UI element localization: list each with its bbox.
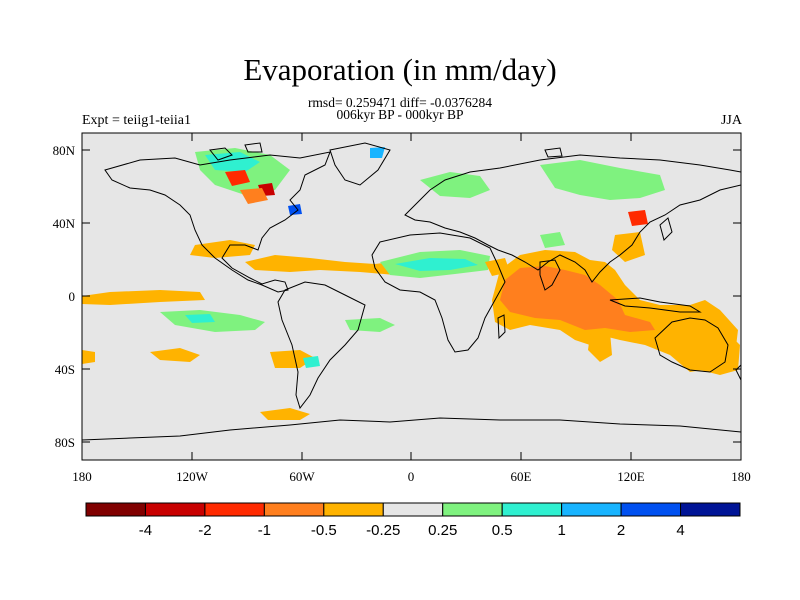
colorbar-swatch	[442, 502, 503, 517]
stats-line: rmsd= 0.259471 diff= -0.0376284	[307, 95, 493, 110]
australia-coast	[654, 317, 729, 373]
siberia-green	[540, 160, 665, 200]
period-line: 006kyr BP - 000kyr BP	[336, 107, 464, 122]
lon-tick-label: 120E	[617, 469, 645, 484]
australia-orange-field	[670, 318, 740, 375]
longitude-labels: 180 120W 60W 0 60E 120E 180	[72, 469, 751, 484]
south-america-cyan	[303, 356, 320, 368]
south-atlantic-orange	[270, 350, 315, 368]
colorbar-swatch	[144, 502, 206, 517]
arctic-islands	[209, 142, 563, 161]
north-america-coast	[104, 151, 331, 293]
pacific-cyan-patch	[185, 314, 215, 323]
new-zealand-coast	[735, 364, 741, 381]
canada-cyan-field	[205, 152, 260, 172]
colorbar-label: 2	[617, 522, 625, 539]
indian-ocean-dark-orange-field	[500, 266, 655, 332]
lat-tick-label: 80S	[55, 435, 75, 450]
lon-tick-label: 180	[72, 469, 92, 484]
south-pacific-orange-2	[82, 350, 95, 364]
map-title: Evaporation (in mm/day)	[243, 52, 557, 87]
south-indian-orange-band	[588, 332, 612, 362]
colorbar-label: 1	[557, 522, 565, 539]
lon-tick-label: 60E	[511, 469, 532, 484]
south-atlantic-green	[345, 318, 395, 332]
colorbar-label: -2	[198, 522, 211, 539]
anomaly-fields	[82, 147, 740, 420]
southern-ocean-orange	[260, 408, 310, 420]
colorbar-swatch	[501, 502, 563, 517]
greenland-blue	[370, 147, 385, 158]
indonesia-coast	[609, 297, 702, 313]
greenland-coast	[329, 142, 391, 186]
lat-tick-label: 80N	[53, 143, 76, 158]
south-america-coast	[277, 281, 366, 410]
lon-tick-label: 120W	[176, 469, 209, 484]
lat-tick-label: 40S	[55, 362, 75, 377]
lat-tick-label: 0	[69, 289, 76, 304]
lon-tick-label: 180	[731, 469, 751, 484]
colorbar	[85, 502, 741, 517]
africa-coast	[371, 232, 506, 353]
experiment-label: Expt = teiig1-teiia1	[82, 113, 191, 128]
colorbar-labels: -4 -2 -1 -0.5 -0.25 0.25 0.5 1 2 4	[139, 522, 685, 539]
south-pacific-orange-1	[150, 348, 200, 362]
colorbar-label: -0.25	[366, 522, 400, 539]
coastlines	[82, 142, 741, 441]
colorbar-label: 0.25	[428, 522, 457, 539]
lon-tick-label: 0	[408, 469, 415, 484]
japan-coast	[659, 217, 673, 241]
eurasia-coast	[404, 154, 741, 283]
colorbar-swatch	[323, 502, 384, 517]
latitude-labels: 80N 40N 0 40S 80S	[53, 143, 76, 450]
colorbar-swatch	[620, 502, 682, 517]
arabia-orange	[485, 258, 510, 276]
east-asia-red	[628, 210, 648, 226]
us-blue-patch	[288, 204, 302, 215]
colorbar-swatch	[561, 502, 622, 517]
colorbar-label: 4	[676, 522, 684, 539]
axis-ticks	[81, 133, 742, 460]
colorbar-swatch	[382, 502, 444, 517]
sahel-turquoise-core	[395, 258, 478, 271]
lat-tick-label: 40N	[53, 216, 76, 231]
colorbar-label: -4	[139, 522, 152, 539]
canada-red-patch	[225, 170, 250, 186]
colorbar-swatch	[204, 502, 265, 517]
season-label: JJA	[720, 113, 742, 128]
colorbar-swatch	[263, 502, 325, 517]
hudson-orange	[240, 188, 268, 204]
europe-green	[420, 172, 490, 198]
lon-tick-label: 60W	[289, 469, 315, 484]
mid-asia-green	[540, 232, 565, 248]
colorbar-label: 0.5	[492, 522, 513, 539]
colorbar-label: -1	[258, 522, 271, 539]
colorbar-label: -0.5	[311, 522, 337, 539]
india-coast	[539, 259, 561, 291]
antarctica-coast	[82, 417, 741, 441]
madagascar-coast	[497, 314, 506, 340]
colorbar-swatch	[680, 502, 741, 517]
east-pacific-orange	[82, 290, 205, 305]
colorbar-swatch	[85, 502, 146, 517]
